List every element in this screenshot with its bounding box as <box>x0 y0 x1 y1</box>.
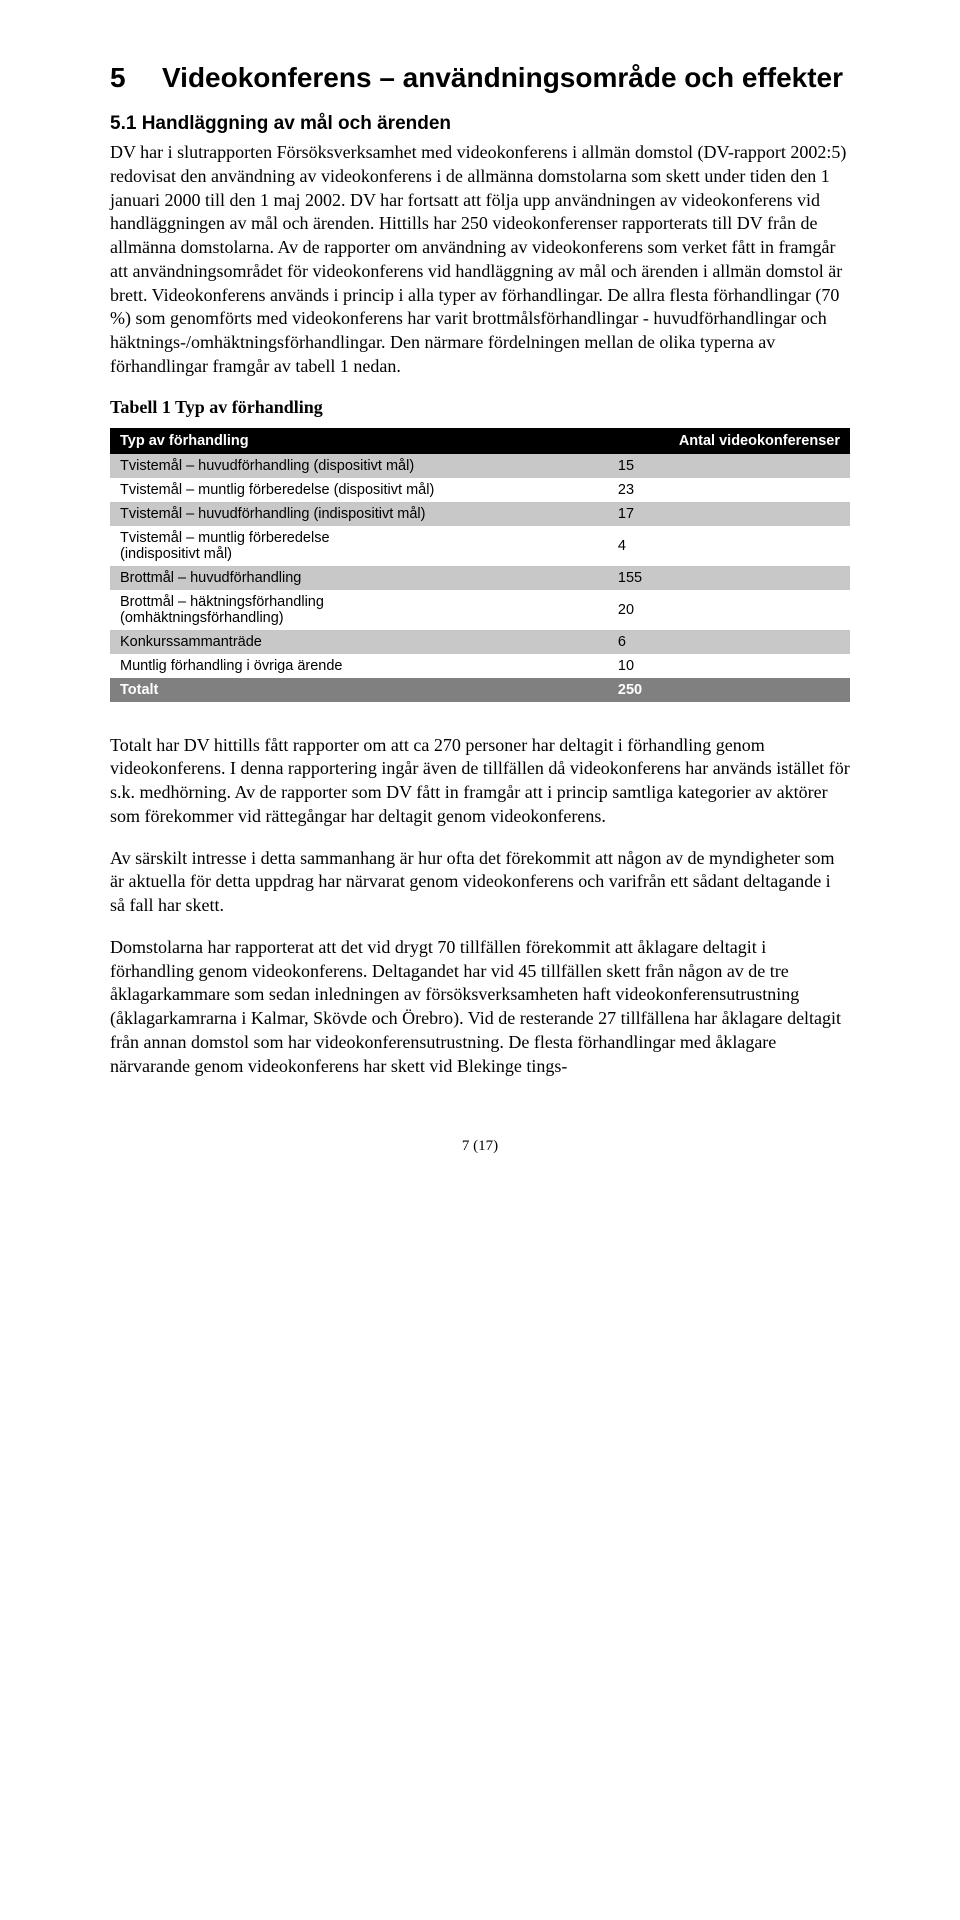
table-cell-label: Brottmål – huvudförhandling <box>110 566 590 590</box>
table-header-col-1: Typ av förhandling <box>110 428 590 454</box>
table-cell-label: Tvistemål – huvudförhandling (indisposit… <box>110 502 590 526</box>
table-cell-label: Tvistemål – huvudförhandling (dispositiv… <box>110 454 590 478</box>
table-cell-label: Tvistemål – muntlig förberedelse (dispos… <box>110 478 590 502</box>
table-header-row: Typ av förhandling Antal videokonferense… <box>110 428 850 454</box>
table-cell-value: 20 <box>590 590 850 630</box>
page-number: 7 (17) <box>110 1138 850 1155</box>
heading-number: 5 <box>110 60 162 95</box>
table-row: Tvistemål – huvudförhandling (dispositiv… <box>110 454 850 478</box>
table-cell-value: 6 <box>590 630 850 654</box>
table-body: Tvistemål – huvudförhandling (dispositiv… <box>110 454 850 702</box>
table-row: Brottmål – huvudförhandling 155 <box>110 566 850 590</box>
heading-2: 5.1 Handläggning av mål och ärenden <box>110 113 850 135</box>
table-cell-label: Konkurssammanträde <box>110 630 590 654</box>
table-row: Brottmål – häktningsförhandling(omhäktni… <box>110 590 850 630</box>
heading-1: 5 Videokonferens – användningsområde och… <box>110 60 850 95</box>
table-caption: Tabell 1 Typ av förhandling <box>110 397 850 418</box>
table-cell-value: 23 <box>590 478 850 502</box>
table-cell-value: 155 <box>590 566 850 590</box>
table-typ-av-forhandling: Typ av förhandling Antal videokonferense… <box>110 428 850 702</box>
table-row: Konkurssammanträde 6 <box>110 630 850 654</box>
heading-title: Videokonferens – användningsområde och e… <box>162 60 843 95</box>
table-cell-value: 17 <box>590 502 850 526</box>
paragraph-4: Domstolarna har rapporterat att det vid … <box>110 936 850 1079</box>
table-total-value: 250 <box>590 678 850 702</box>
table-cell-value: 15 <box>590 454 850 478</box>
paragraph-2: Totalt har DV hittills fått rapporter om… <box>110 734 850 829</box>
page-container: 5 Videokonferens – användningsområde och… <box>0 0 960 1195</box>
table-cell-value: 4 <box>590 526 850 566</box>
table-cell-label: Brottmål – häktningsförhandling(omhäktni… <box>110 590 590 630</box>
table-row: Muntlig förhandling i övriga ärende 10 <box>110 654 850 678</box>
paragraph-1: DV har i slutrapporten Försöksverksamhet… <box>110 141 850 379</box>
table-cell-label: Muntlig förhandling i övriga ärende <box>110 654 590 678</box>
paragraph-3: Av särskilt intresse i detta sammanhang … <box>110 847 850 918</box>
table-row: Tvistemål – muntlig förberedelse(indispo… <box>110 526 850 566</box>
table-row-total: Totalt 250 <box>110 678 850 702</box>
table-cell-label: Tvistemål – muntlig förberedelse(indispo… <box>110 526 590 566</box>
table-row: Tvistemål – muntlig förberedelse (dispos… <box>110 478 850 502</box>
table-total-label: Totalt <box>110 678 590 702</box>
table-header-col-2: Antal videokonferenser <box>590 428 850 454</box>
table-cell-value: 10 <box>590 654 850 678</box>
table-row: Tvistemål – huvudförhandling (indisposit… <box>110 502 850 526</box>
